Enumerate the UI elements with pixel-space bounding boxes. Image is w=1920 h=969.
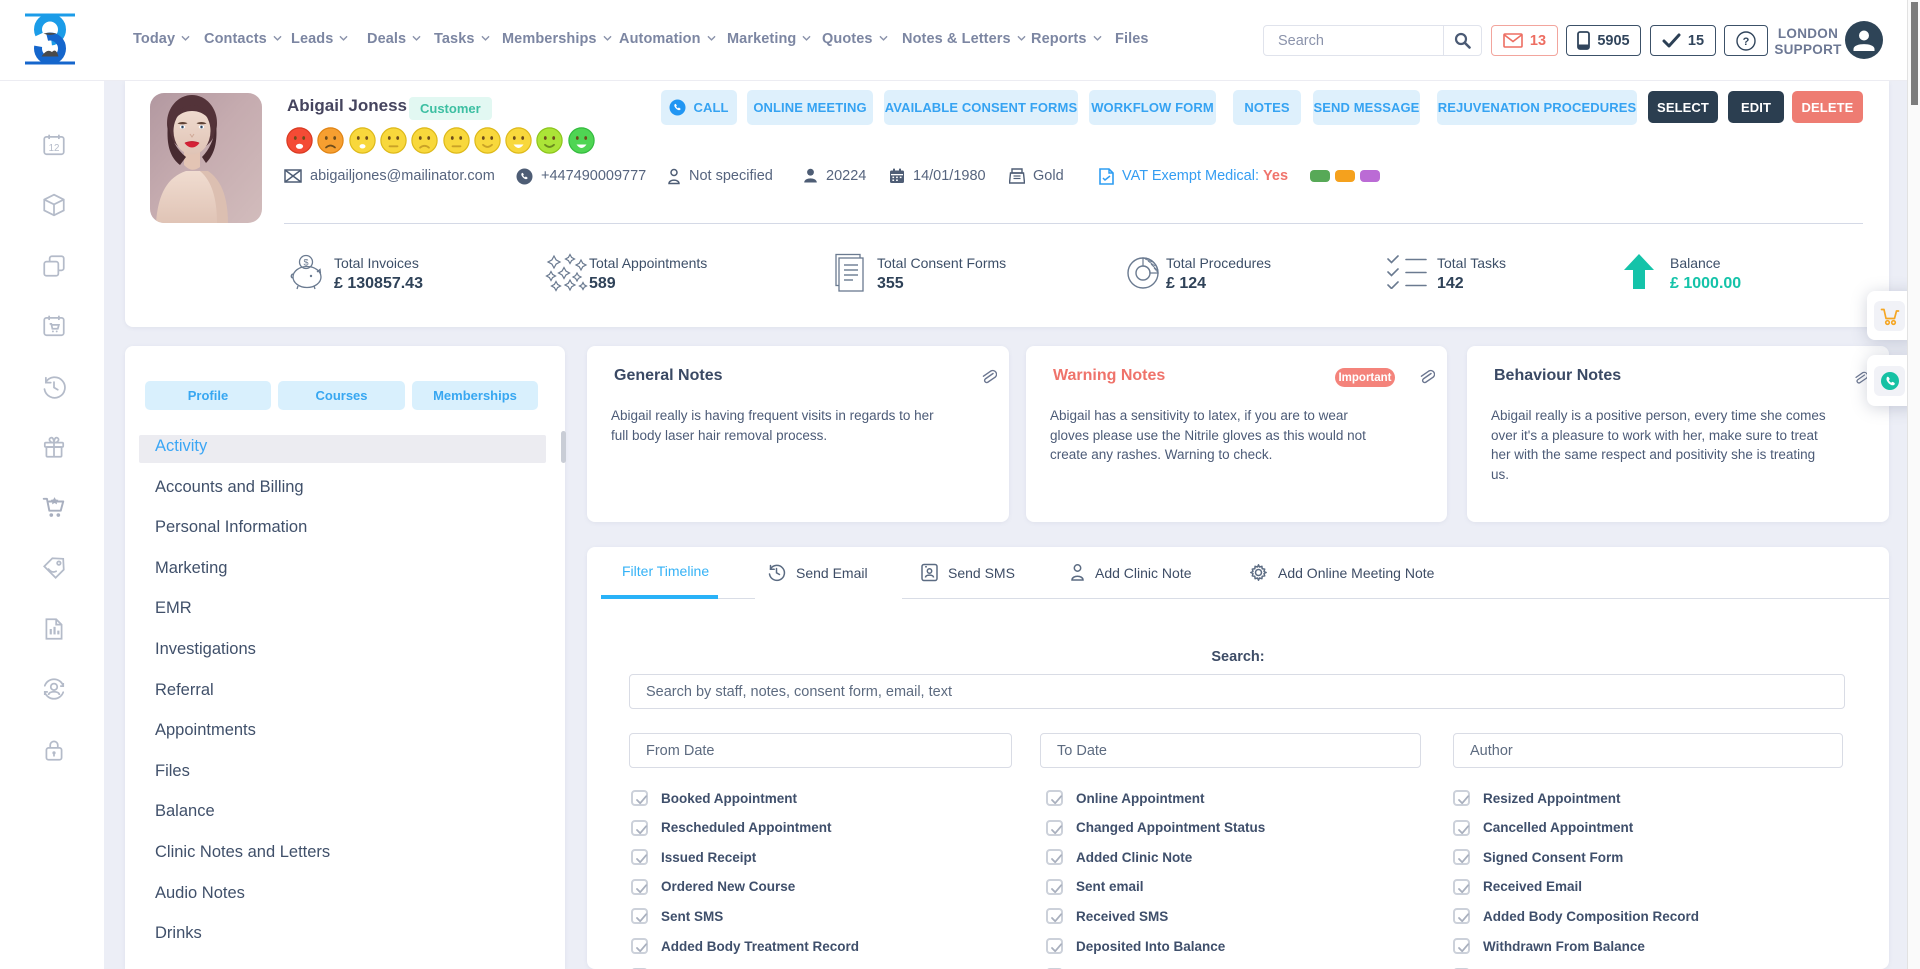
svg-text:$: $ xyxy=(303,258,308,268)
svg-text:12: 12 xyxy=(49,142,60,153)
svg-text:?: ? xyxy=(1743,36,1750,48)
